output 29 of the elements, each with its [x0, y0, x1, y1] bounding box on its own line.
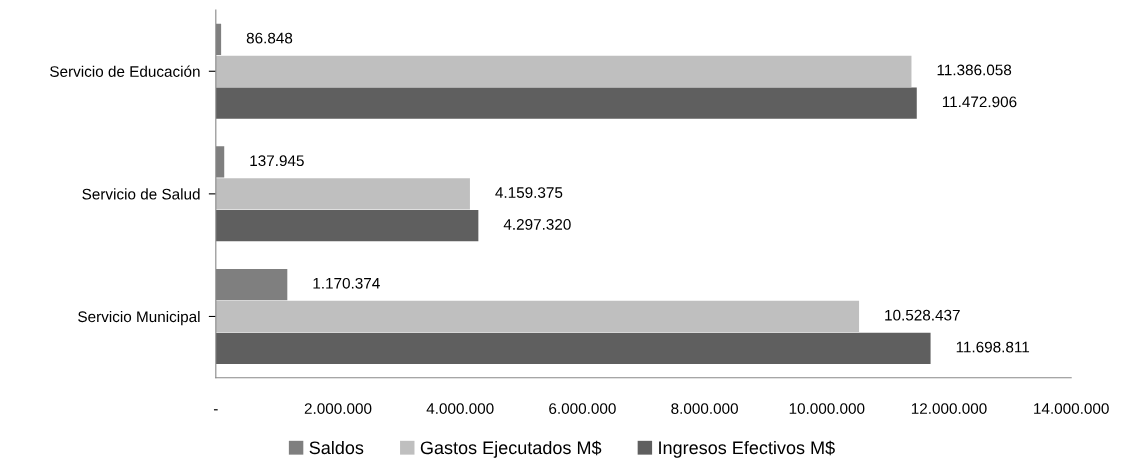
bar — [215, 300, 860, 333]
x-tick-label: - — [213, 409, 218, 411]
x-tick-label: 2.000.000 — [304, 403, 372, 414]
data-label: 11.698.811 — [956, 341, 1030, 353]
x-tick-label: 14.000.000 — [1034, 403, 1109, 414]
bar — [215, 178, 470, 210]
data-label: 4.159.375 — [495, 187, 563, 198]
bar — [215, 210, 479, 242]
data-label: 137.945 — [250, 155, 304, 167]
data-label: 10.528.437 — [885, 309, 960, 321]
bar — [215, 87, 917, 119]
y-tick-label: Servicio de Educación — [50, 65, 200, 77]
data-label: 1.170.374 — [313, 277, 380, 289]
y-tick-label: Servicio de Salud — [82, 188, 200, 200]
x-tick-label: 10.000.000 — [789, 403, 865, 414]
bar — [215, 332, 931, 364]
legend-label: Saldos — [309, 440, 364, 455]
data-label: 4.297.320 — [503, 219, 571, 230]
y-tick-label: Servicio Municipal — [78, 310, 200, 326]
data-label: 11.386.058 — [937, 64, 1012, 76]
x-tick-label: 12.000.000 — [911, 403, 987, 414]
legend-label: Ingresos Efectivos M$ — [659, 440, 835, 458]
data-label: 86.848 — [246, 32, 293, 44]
data-label: 11.472.906 — [942, 96, 1017, 108]
bar — [215, 55, 912, 87]
x-tick-label: 8.000.000 — [671, 403, 738, 414]
legend-label: Gastos Ejecutados M$ — [420, 440, 602, 458]
x-tick-label: 4.000.000 — [426, 403, 494, 414]
x-tick-label: 6.000.000 — [549, 403, 616, 414]
